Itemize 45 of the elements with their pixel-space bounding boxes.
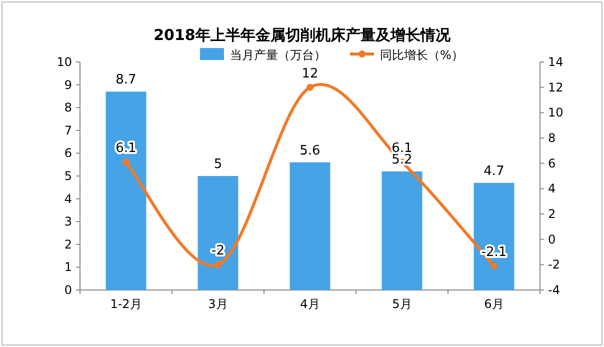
y2-tick-label: 0: [548, 232, 556, 246]
x-tick-label: 3月: [208, 297, 228, 311]
y-tick-label: 9: [64, 78, 72, 92]
y2-tick-label: 12: [548, 80, 564, 94]
bar: [474, 182, 514, 290]
data-label: 5.6: [300, 143, 320, 158]
point: [490, 262, 498, 270]
x-tick-label: 4月: [300, 297, 320, 311]
y-tick-label: 1: [64, 260, 72, 274]
x-tick-label: 6月: [484, 297, 504, 311]
x-tick-label: 1-2月: [110, 297, 142, 311]
y-tick-label: 10: [56, 55, 72, 69]
bar: [382, 171, 422, 290]
legend-label: 当月产量（万台）: [230, 48, 326, 62]
data-label: 8.7: [116, 72, 136, 88]
y-tick-label: 5: [64, 169, 72, 183]
y-tick-label: 2: [64, 237, 72, 252]
y2-tick-label: 8: [548, 131, 556, 145]
y-tick-label: 7: [64, 123, 72, 138]
y-tick-label: 8: [64, 100, 72, 115]
bar: [106, 92, 146, 290]
bar: [290, 162, 330, 290]
data-label: -2: [212, 244, 224, 259]
chart-title: 2018年上半年金属切削机床产量及增长情况: [154, 26, 452, 44]
data-label: 12: [302, 66, 318, 82]
point: [306, 84, 314, 91]
x-tick-label: 5月: [392, 297, 412, 311]
y2-tick-label: -4: [548, 283, 560, 297]
y-tick-label: 0: [64, 283, 72, 297]
legend-label: 同比增长（%）: [380, 48, 464, 62]
y2-tick-label: 4: [548, 182, 556, 196]
bar: [198, 176, 238, 290]
y2-tick-label: 2: [548, 207, 556, 221]
data-label: 5: [214, 157, 222, 172]
y-tick-label: 6: [64, 146, 72, 160]
y2-tick-label: 14: [548, 55, 564, 69]
y2-tick-label: 6: [548, 156, 556, 170]
data-label: 4.7: [484, 164, 504, 179]
point: [214, 261, 222, 268]
y2-tick-label: -2: [548, 258, 560, 272]
y2-tick-label: 10: [548, 106, 564, 120]
y-tick-label: 4: [64, 192, 72, 206]
data-label: 6.1: [116, 141, 136, 156]
y-tick-label: 3: [64, 214, 72, 229]
point: [122, 158, 130, 166]
